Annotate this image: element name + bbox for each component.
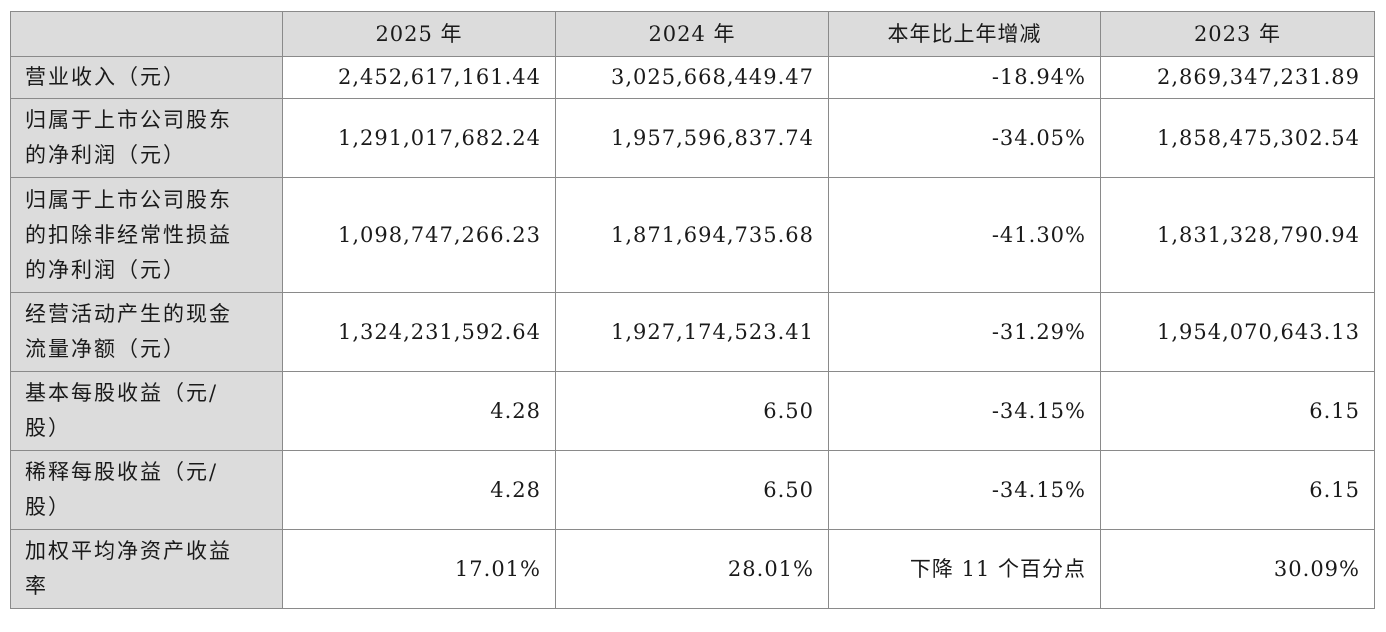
- table-row-operating-cash-flow: 经营活动产生的现金 流量净额（元） 1,324,231,592.64 1,927…: [10, 292, 1375, 372]
- value-2025: 17.01%: [282, 529, 556, 609]
- value-2025: 4.28: [282, 450, 556, 530]
- row-label: 营业收入（元）: [10, 56, 283, 99]
- value-change: -18.94%: [828, 56, 1101, 99]
- financial-summary-table-container: 2025 年 2024 年 本年比上年增减 2023 年 营业收入（元） 2,4…: [10, 11, 1375, 609]
- row-label: 经营活动产生的现金 流量净额（元）: [10, 292, 283, 372]
- value-change: 下降 11 个百分点: [828, 529, 1101, 609]
- value-2023: 2,869,347,231.89: [1100, 56, 1375, 99]
- value-change: -41.30%: [828, 177, 1101, 293]
- value-2023: 1,954,070,643.13: [1100, 292, 1375, 372]
- value-2024: 3,025,668,449.47: [555, 56, 829, 99]
- table-row-basic-eps: 基本每股收益（元/ 股） 4.28 6.50 -34.15% 6.15: [10, 371, 1375, 451]
- value-2025: 2,452,617,161.44: [282, 56, 556, 99]
- financial-summary-table: 2025 年 2024 年 本年比上年增减 2023 年 营业收入（元） 2,4…: [10, 11, 1375, 609]
- row-label: 归属于上市公司股东 的扣除非经常性损益 的净利润（元）: [10, 177, 283, 293]
- value-2024: 6.50: [555, 450, 829, 530]
- table-row-diluted-eps: 稀释每股收益（元/ 股） 4.28 6.50 -34.15% 6.15: [10, 450, 1375, 530]
- value-2023: 6.15: [1100, 371, 1375, 451]
- value-change: -31.29%: [828, 292, 1101, 372]
- value-2023: 1,831,328,790.94: [1100, 177, 1375, 293]
- value-2023: 30.09%: [1100, 529, 1375, 609]
- value-2025: 4.28: [282, 371, 556, 451]
- value-change: -34.05%: [828, 98, 1101, 178]
- header-change: 本年比上年增减: [828, 11, 1101, 57]
- row-label: 加权平均净资产收益 率: [10, 529, 283, 609]
- value-2023: 1,858,475,302.54: [1100, 98, 1375, 178]
- table-row-roe: 加权平均净资产收益 率 17.01% 28.01% 下降 11 个百分点 30.…: [10, 529, 1375, 609]
- table-row-net-profit: 归属于上市公司股东 的净利润（元） 1,291,017,682.24 1,957…: [10, 98, 1375, 178]
- value-2023: 6.15: [1100, 450, 1375, 530]
- row-label: 稀释每股收益（元/ 股）: [10, 450, 283, 530]
- header-2023: 2023 年: [1100, 11, 1375, 57]
- value-2025: 1,291,017,682.24: [282, 98, 556, 178]
- value-2024: 1,957,596,837.74: [555, 98, 829, 178]
- value-2024: 28.01%: [555, 529, 829, 609]
- header-2025: 2025 年: [282, 11, 556, 57]
- header-2024: 2024 年: [555, 11, 829, 57]
- row-label: 基本每股收益（元/ 股）: [10, 371, 283, 451]
- header-empty-cell: [10, 11, 283, 57]
- row-label: 归属于上市公司股东 的净利润（元）: [10, 98, 283, 178]
- value-2024: 1,927,174,523.41: [555, 292, 829, 372]
- table-row-net-profit-deducted: 归属于上市公司股东 的扣除非经常性损益 的净利润（元） 1,098,747,26…: [10, 177, 1375, 293]
- header-row: 2025 年 2024 年 本年比上年增减 2023 年: [10, 11, 1375, 57]
- value-2024: 6.50: [555, 371, 829, 451]
- value-2025: 1,098,747,266.23: [282, 177, 556, 293]
- table-row-revenue: 营业收入（元） 2,452,617,161.44 3,025,668,449.4…: [10, 56, 1375, 99]
- value-change: -34.15%: [828, 450, 1101, 530]
- value-2025: 1,324,231,592.64: [282, 292, 556, 372]
- value-change: -34.15%: [828, 371, 1101, 451]
- value-2024: 1,871,694,735.68: [555, 177, 829, 293]
